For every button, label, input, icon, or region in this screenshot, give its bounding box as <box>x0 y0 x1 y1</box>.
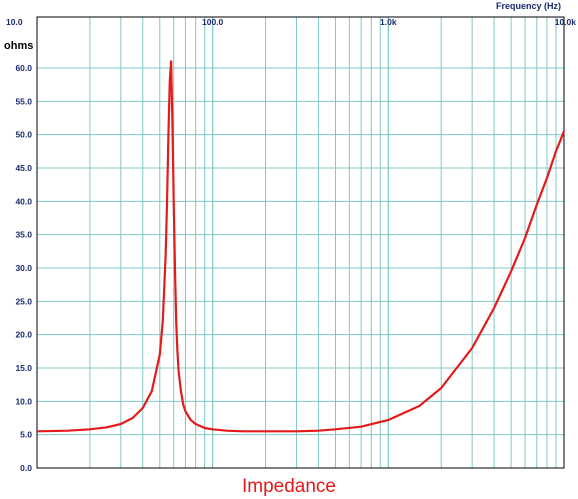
horizontal-gridlines <box>37 67 564 469</box>
y-tick-label: 55.0 <box>15 96 32 106</box>
vertical-gridlines <box>36 17 565 468</box>
y-tick-label: 30.0 <box>15 263 32 273</box>
y-tick-label: 60.0 <box>15 63 32 73</box>
impedance-curve <box>36 60 566 433</box>
y-axis-title: ohms <box>4 40 33 52</box>
x-tick-label: 10.0k <box>555 17 577 27</box>
x-axis-title: Frequency (Hz) <box>496 1 561 11</box>
x-tick-label: 1.0k <box>380 17 397 27</box>
series-group <box>36 60 566 433</box>
y-tick-label: 15.0 <box>15 363 32 373</box>
plot-frame <box>36 16 565 469</box>
y-tick-labels: 0.0 5.0 10.0 15.0 20.0 25.0 30.0 35.0 40.0 45.0 50… <box>15 63 32 473</box>
y-tick-label: 40.0 <box>15 196 32 206</box>
y-tick-label: 35.0 <box>15 230 32 240</box>
y-tick-label: 20.0 <box>15 330 32 340</box>
y-tick-label: 0.0 <box>20 463 32 473</box>
x-tick-labels: 10.0 100.0 1.0k 10.0k <box>6 17 576 27</box>
y-tick-label: 45.0 <box>15 163 32 173</box>
x-tick-label: 10.0 <box>6 17 23 27</box>
chart-title: Impedance <box>242 476 336 497</box>
y-tick-label: 5.0 <box>20 430 32 440</box>
y-tick-label: 50.0 <box>15 130 32 140</box>
x-tick-label: 100.0 <box>202 17 224 27</box>
y-tick-label: 10.0 <box>15 396 32 406</box>
y-tick-label: 25.0 <box>15 296 32 306</box>
